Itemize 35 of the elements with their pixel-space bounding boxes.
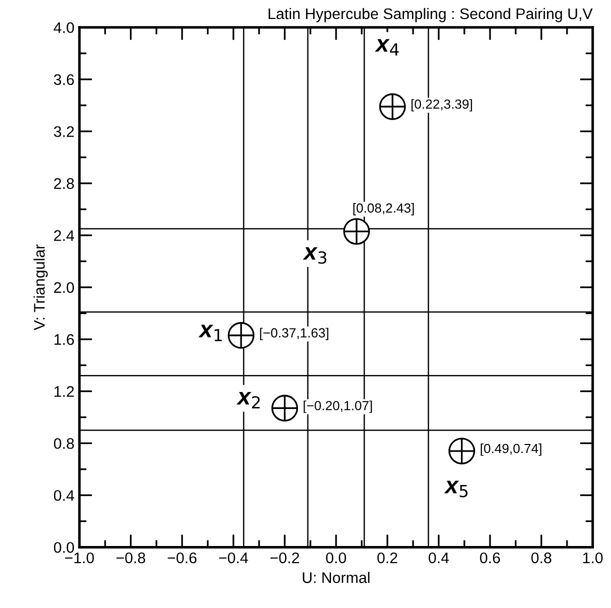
annotation: x$_{3}$	[302, 247, 326, 264]
x-tick-label: 0.6	[480, 552, 500, 564]
x-axis-title: U: Normal	[302, 572, 370, 584]
y-tick-label: 3.2	[54, 126, 74, 138]
y-tick-label: 0.0	[54, 542, 74, 553]
annotation: [0.08,2.43]	[353, 203, 414, 216]
y-tick-label: 0.8	[54, 438, 74, 449]
y-tick-label: 2.0	[54, 282, 74, 293]
x-tick-label: 0.2	[377, 552, 398, 564]
y-tick-label: 1.6	[54, 334, 74, 345]
x-tick-label: 1.0	[583, 552, 603, 564]
annotation: x$_{5}$	[444, 480, 468, 498]
y-axis-title: V: Triangular	[34, 244, 48, 330]
x-tick-label: 0.8	[531, 552, 552, 564]
y-tick-label: 2.4	[54, 230, 74, 241]
chart-title: Latin Hypercube Sampling : Second Pairing U,V	[268, 8, 593, 22]
y-tick-label: 2.8	[54, 178, 74, 189]
annotation: x$_{1}$	[198, 324, 222, 342]
annotation: [0.22,3.39]	[412, 99, 472, 112]
x-tick-label: −1.0	[65, 552, 94, 564]
x-tick-label: −0.2	[270, 552, 300, 564]
annotation: [−0.37,1.63]	[260, 328, 328, 340]
x-tick-label: −0.8	[116, 552, 146, 564]
y-tick-label: 3.6	[54, 74, 74, 86]
annotation: [0.49,0.74]	[480, 443, 542, 456]
annotation: x$_{4}$	[374, 39, 399, 56]
x-tick-label: −0.6	[168, 552, 196, 564]
y-tick-label: 1.2	[54, 386, 74, 397]
y-tick-label: 0.4	[54, 490, 74, 501]
y-tick-label: 4.0	[54, 22, 74, 34]
x-tick-label: 0.4	[428, 552, 449, 564]
annotation: [−0.20,1.07]	[304, 400, 372, 413]
x-tick-label: 0.0	[326, 552, 346, 564]
x-tick-label: −0.4	[219, 552, 248, 564]
annotation: x$_{2}$	[236, 392, 260, 408]
